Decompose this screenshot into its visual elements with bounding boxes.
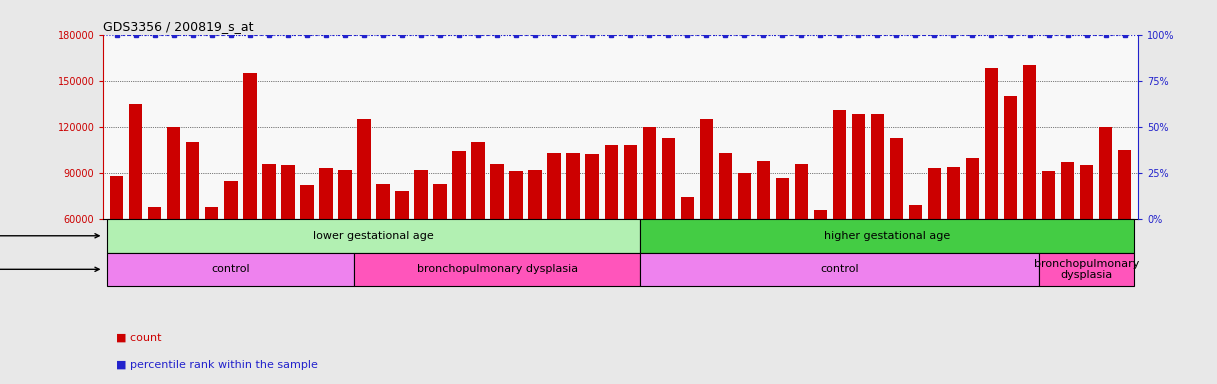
Bar [643, 127, 656, 219]
Bar [1079, 165, 1093, 219]
Bar [186, 142, 200, 219]
Text: control: control [212, 264, 251, 274]
Bar [206, 207, 219, 219]
Bar [1022, 65, 1036, 219]
Bar [376, 184, 389, 219]
Bar [338, 170, 352, 219]
Bar [1099, 127, 1112, 219]
Bar [947, 167, 960, 219]
Bar [129, 104, 142, 219]
Text: disease state: disease state [0, 264, 99, 274]
Bar [262, 164, 275, 219]
Bar [354, 253, 640, 286]
Bar [1118, 150, 1132, 219]
Bar [832, 110, 846, 219]
Bar [566, 153, 579, 219]
Text: bronchopulmonary
dysplasia: bronchopulmonary dysplasia [1034, 258, 1139, 280]
Bar [738, 173, 751, 219]
Bar [281, 165, 295, 219]
Bar [927, 168, 941, 219]
Text: lower gestational age: lower gestational age [313, 231, 433, 241]
Bar [640, 219, 1134, 253]
Bar [852, 114, 865, 219]
Text: higher gestational age: higher gestational age [824, 231, 950, 241]
Bar [243, 73, 257, 219]
Text: ■ count: ■ count [116, 333, 161, 343]
Bar [510, 171, 523, 219]
Bar [167, 127, 180, 219]
Bar [319, 168, 332, 219]
Bar [662, 137, 675, 219]
Bar [985, 68, 998, 219]
Bar [890, 137, 903, 219]
Bar [1039, 253, 1134, 286]
Bar [548, 153, 561, 219]
Bar [909, 205, 922, 219]
Bar [757, 161, 770, 219]
Bar [870, 114, 884, 219]
Bar [966, 157, 980, 219]
Bar [1004, 96, 1017, 219]
Text: development stage: development stage [0, 231, 99, 241]
Bar [148, 207, 162, 219]
Bar [795, 164, 808, 219]
Bar [623, 145, 636, 219]
Bar [490, 164, 504, 219]
Bar [718, 153, 731, 219]
Text: bronchopulmonary dysplasia: bronchopulmonary dysplasia [416, 264, 578, 274]
Bar [107, 219, 640, 253]
Bar [107, 253, 354, 286]
Bar [1042, 171, 1055, 219]
Bar [453, 151, 466, 219]
Bar [1061, 162, 1075, 219]
Text: GDS3356 / 200819_s_at: GDS3356 / 200819_s_at [103, 20, 254, 33]
Bar [528, 170, 542, 219]
Bar [224, 180, 237, 219]
Bar [605, 145, 618, 219]
Bar [110, 176, 123, 219]
Bar [585, 154, 599, 219]
Bar [433, 184, 447, 219]
Bar [396, 191, 409, 219]
Bar [358, 119, 371, 219]
Bar [301, 185, 314, 219]
Bar [414, 170, 427, 219]
Bar [700, 119, 713, 219]
Bar [814, 210, 828, 219]
Bar [471, 142, 484, 219]
Text: control: control [820, 264, 859, 274]
Bar [640, 253, 1039, 286]
Bar [680, 197, 694, 219]
Text: ■ percentile rank within the sample: ■ percentile rank within the sample [116, 360, 318, 370]
Bar [775, 177, 789, 219]
